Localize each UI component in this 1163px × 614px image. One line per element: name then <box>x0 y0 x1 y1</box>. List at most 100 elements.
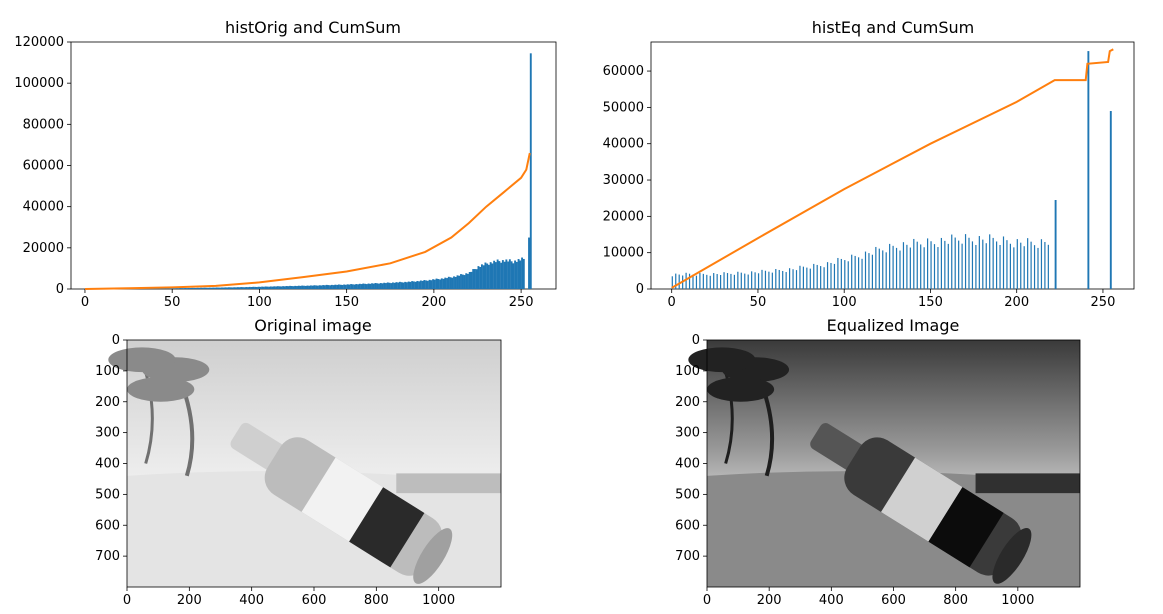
histogram-bar <box>709 275 711 289</box>
histogram-bar <box>412 281 415 289</box>
y-tick-label: 40000 <box>23 200 64 215</box>
histogram-bar <box>951 234 953 289</box>
x-tick-label: 200 <box>757 593 782 608</box>
histogram-bar <box>1044 241 1046 289</box>
histogram-bar <box>165 288 168 289</box>
histogram-bar <box>315 285 318 289</box>
histogram-bar <box>740 272 742 289</box>
x-tick-label: 200 <box>177 593 202 608</box>
histogram-bar <box>411 281 414 289</box>
bottle-base <box>992 528 1032 584</box>
histogram-bar <box>982 239 984 289</box>
histogram-bar <box>222 287 225 289</box>
y-tick-label: 0 <box>56 282 64 297</box>
panel-title: histEq and CumSum <box>812 18 975 37</box>
histogram-bar <box>507 261 510 289</box>
histogram-bar <box>433 279 436 289</box>
histogram-bar <box>723 272 725 289</box>
image-content <box>688 340 1080 587</box>
histogram-bar <box>374 283 377 289</box>
histogram-bar <box>480 264 483 289</box>
histogram-bar <box>675 273 677 289</box>
histogram-bar <box>313 285 316 289</box>
panel-hist-eq: histEq and CumSum 0 50 100 150 200 250 0 10000 2… <box>603 18 1135 310</box>
histogram-bar <box>447 276 450 289</box>
histogram-bar <box>404 281 407 289</box>
histogram-bar <box>996 241 998 289</box>
histogram-bar <box>336 284 339 289</box>
histogram-bar <box>257 286 260 289</box>
histogram-bar <box>458 275 461 289</box>
x-tick-label: 0 <box>703 593 711 608</box>
y-tick-label: 400 <box>675 457 700 472</box>
y-tick-label: 120000 <box>14 35 64 50</box>
histogram-bar <box>177 288 180 289</box>
histogram-bar <box>1013 247 1015 289</box>
histogram-bar <box>419 280 422 289</box>
histogram-bar <box>840 258 842 289</box>
histogram-bar <box>479 266 482 289</box>
x-tick-label: 800 <box>943 593 968 608</box>
histogram-bar <box>350 284 353 289</box>
histogram-bar <box>449 277 452 289</box>
y-tick-label: 700 <box>675 549 700 564</box>
histogram-bar <box>201 287 204 289</box>
histogram-bar <box>179 288 182 289</box>
cumsum-line <box>671 48 1114 289</box>
histogram-bar <box>486 263 489 289</box>
histogram-bar <box>306 285 309 289</box>
histogram-bar <box>830 262 832 289</box>
histogram-bar <box>902 242 905 289</box>
histogram-bar <box>409 281 412 289</box>
histogram-spike <box>1054 200 1057 289</box>
histogram-bar <box>292 286 295 289</box>
histogram-bar <box>465 273 468 289</box>
x-tick-label: 200 <box>1004 295 1029 310</box>
y-tick-label: 100 <box>95 364 120 379</box>
histogram-bar <box>259 286 262 289</box>
histogram-bar <box>421 280 424 289</box>
y-tick-label: 200 <box>675 395 700 410</box>
histogram-bar <box>266 286 269 289</box>
histogram-bar <box>785 272 787 289</box>
histogram-bar <box>226 287 229 289</box>
histogram-bar <box>212 287 215 289</box>
histogram-bar <box>203 287 206 289</box>
y-tick-label: 60000 <box>603 64 644 79</box>
panel-original-image: Original image 0 200 400 600 800 1000 0 100 200 3… <box>95 316 502 608</box>
histogram-bar <box>287 286 290 289</box>
histogram-bar <box>320 285 323 289</box>
histogram-bar <box>496 259 499 289</box>
histogram-bar <box>823 267 825 289</box>
histogram-bar <box>851 254 853 289</box>
histogram-bar <box>482 265 485 289</box>
histogram-bar <box>208 287 211 289</box>
histogram-bar <box>161 288 164 289</box>
histogram-bar <box>385 283 387 289</box>
histogram-bar <box>388 282 391 289</box>
histogram-bar <box>423 280 426 289</box>
histogram-bar <box>376 283 379 289</box>
histogram-bar <box>310 285 312 289</box>
histogram-bar <box>895 247 898 289</box>
histogram-bar <box>789 268 791 289</box>
palm-fronds <box>707 377 775 402</box>
histogram-bar <box>159 288 162 289</box>
histogram-bar <box>224 287 227 289</box>
histogram-bar <box>163 288 166 289</box>
histogram-bar <box>522 258 525 289</box>
histogram-bar <box>172 288 175 289</box>
histogram-bar <box>290 286 293 289</box>
histogram-bar <box>398 281 401 289</box>
histogram-bar <box>833 263 836 289</box>
x-tick-label: 0 <box>668 295 676 310</box>
histogram-bar <box>346 284 349 289</box>
histogram-bar <box>494 262 497 289</box>
histogram-bar <box>273 286 276 289</box>
histogram-bar <box>498 261 501 289</box>
histogram-bar <box>474 269 476 289</box>
histogram-bar <box>364 283 366 289</box>
histogram-bar <box>1037 247 1039 289</box>
histogram-bar <box>456 275 459 289</box>
x-tick-label: 250 <box>1091 295 1116 310</box>
